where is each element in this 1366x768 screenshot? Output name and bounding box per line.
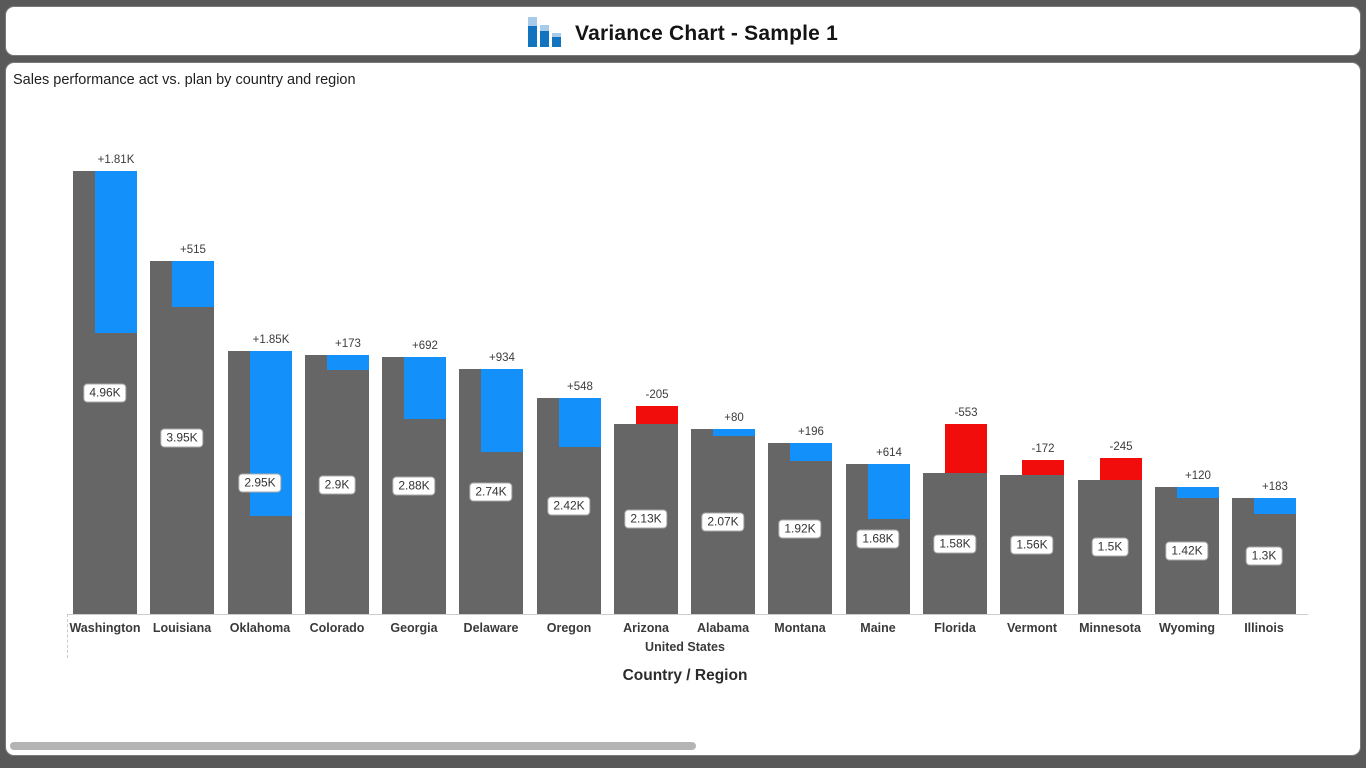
icon-bar-2 [540,25,550,47]
x-axis-title: Country / Region [622,667,748,684]
category-label-oregon: Oregon [546,621,592,635]
variance-label-colorado: +173 [335,338,361,350]
value-label-florida: 1.58K [933,534,977,553]
variance-label-arizona: -205 [645,389,669,401]
variance-bar-oregon[interactable] [559,398,601,447]
value-label-minnesota: 1.5K [1091,537,1129,557]
value-label-arizona: 2.13K [624,509,668,529]
variance-bar-delaware[interactable] [481,369,523,452]
title-row: Variance Chart - Sample 1 [528,13,838,49]
variance-bar-illinois[interactable] [1254,498,1296,514]
category-label-maine: Maine [860,621,896,635]
category-label-montana: Montana [774,621,826,635]
variance-label-maine: +614 [876,447,902,459]
category-label-alabama: Alabama [696,621,750,635]
variance-bar-vermont[interactable] [1022,460,1064,475]
variance-bar-florida[interactable] [945,424,987,473]
variance-bar-colorado[interactable] [327,355,369,370]
page-title: Variance Chart - Sample 1 [575,22,838,45]
category-label-louisiana: Louisiana [152,621,212,635]
variance-label-oklahoma: +1.85K [252,334,290,346]
axis-group-label: United States [645,640,725,654]
value-label-wyoming: 1.42K [1165,541,1209,560]
variance-label-delaware: +934 [489,352,515,364]
variance-bar-maine[interactable] [868,464,910,519]
variance-label-montana: +196 [798,426,824,438]
variance-label-alabama: +80 [724,412,744,424]
variance-bar-montana[interactable] [790,443,832,461]
value-label-georgia: 2.88K [392,476,436,495]
y-axis-dashed-edge [67,614,69,658]
value-label-washington: 4.96K [83,383,127,402]
variance-label-georgia: +692 [412,340,438,352]
x-axis-line [67,614,1308,615]
value-label-louisiana: 3.95K [160,428,204,447]
variance-bar-louisiana[interactable] [172,261,214,307]
variance-label-illinois: +183 [1262,481,1288,493]
variance-bar-arizona[interactable] [636,406,678,424]
value-label-vermont: 1.56K [1010,535,1054,554]
category-label-florida: Florida [934,621,976,635]
variance-bar-washington[interactable] [95,171,137,333]
variance-bar-alabama[interactable] [713,429,755,436]
variance-bar-wyoming[interactable] [1177,487,1219,498]
variance-label-wyoming: +120 [1185,470,1211,482]
value-label-maine: 1.68K [856,529,900,549]
value-label-montana: 1.92K [778,519,822,538]
category-label-vermont: Vermont [1006,621,1057,635]
category-label-georgia: Georgia [390,621,438,635]
category-label-illinois: Illinois [1244,621,1284,635]
chart-subtitle: Sales performance act vs. plan by countr… [13,72,356,88]
variance-label-louisiana: +515 [180,244,206,256]
value-label-oregon: 2.42K [547,496,591,516]
variance-label-vermont: -172 [1031,443,1055,455]
value-label-alabama: 2.07K [701,512,745,531]
horizontal-scrollbar-thumb[interactable] [10,742,696,750]
category-label-minnesota: Minnesota [1079,621,1141,635]
category-label-washington: Washington [69,621,141,635]
value-label-colorado: 2.9K [318,475,356,494]
variance-chart-icon [528,13,562,49]
icon-bar-3 [552,33,562,47]
icon-bar-1 [528,17,538,47]
variance-bar-minnesota[interactable] [1100,458,1142,480]
variance-label-washington: +1.81K [97,154,135,166]
value-label-oklahoma: 2.95K [238,473,282,492]
value-label-illinois: 1.3K [1245,546,1283,566]
category-label-delaware: Delaware [463,621,519,635]
value-label-delaware: 2.74K [469,482,513,501]
variance-label-minnesota: -245 [1109,441,1133,453]
variance-label-florida: -553 [954,407,978,419]
category-label-wyoming: Wyoming [1158,621,1216,635]
variance-label-oregon: +548 [567,381,593,393]
plot-area: +1.81K 4.96K Washington +515 3.95K Louisiana +… [6,63,1360,755]
category-label-oklahoma: Oklahoma [229,621,291,635]
category-label-arizona: Arizona [623,621,669,635]
chart-panel: Sales performance act vs. plan by countr… [5,62,1361,756]
variance-bar-georgia[interactable] [404,357,446,419]
category-label-colorado: Colorado [309,621,365,635]
header-bar: Variance Chart - Sample 1 [5,6,1361,56]
